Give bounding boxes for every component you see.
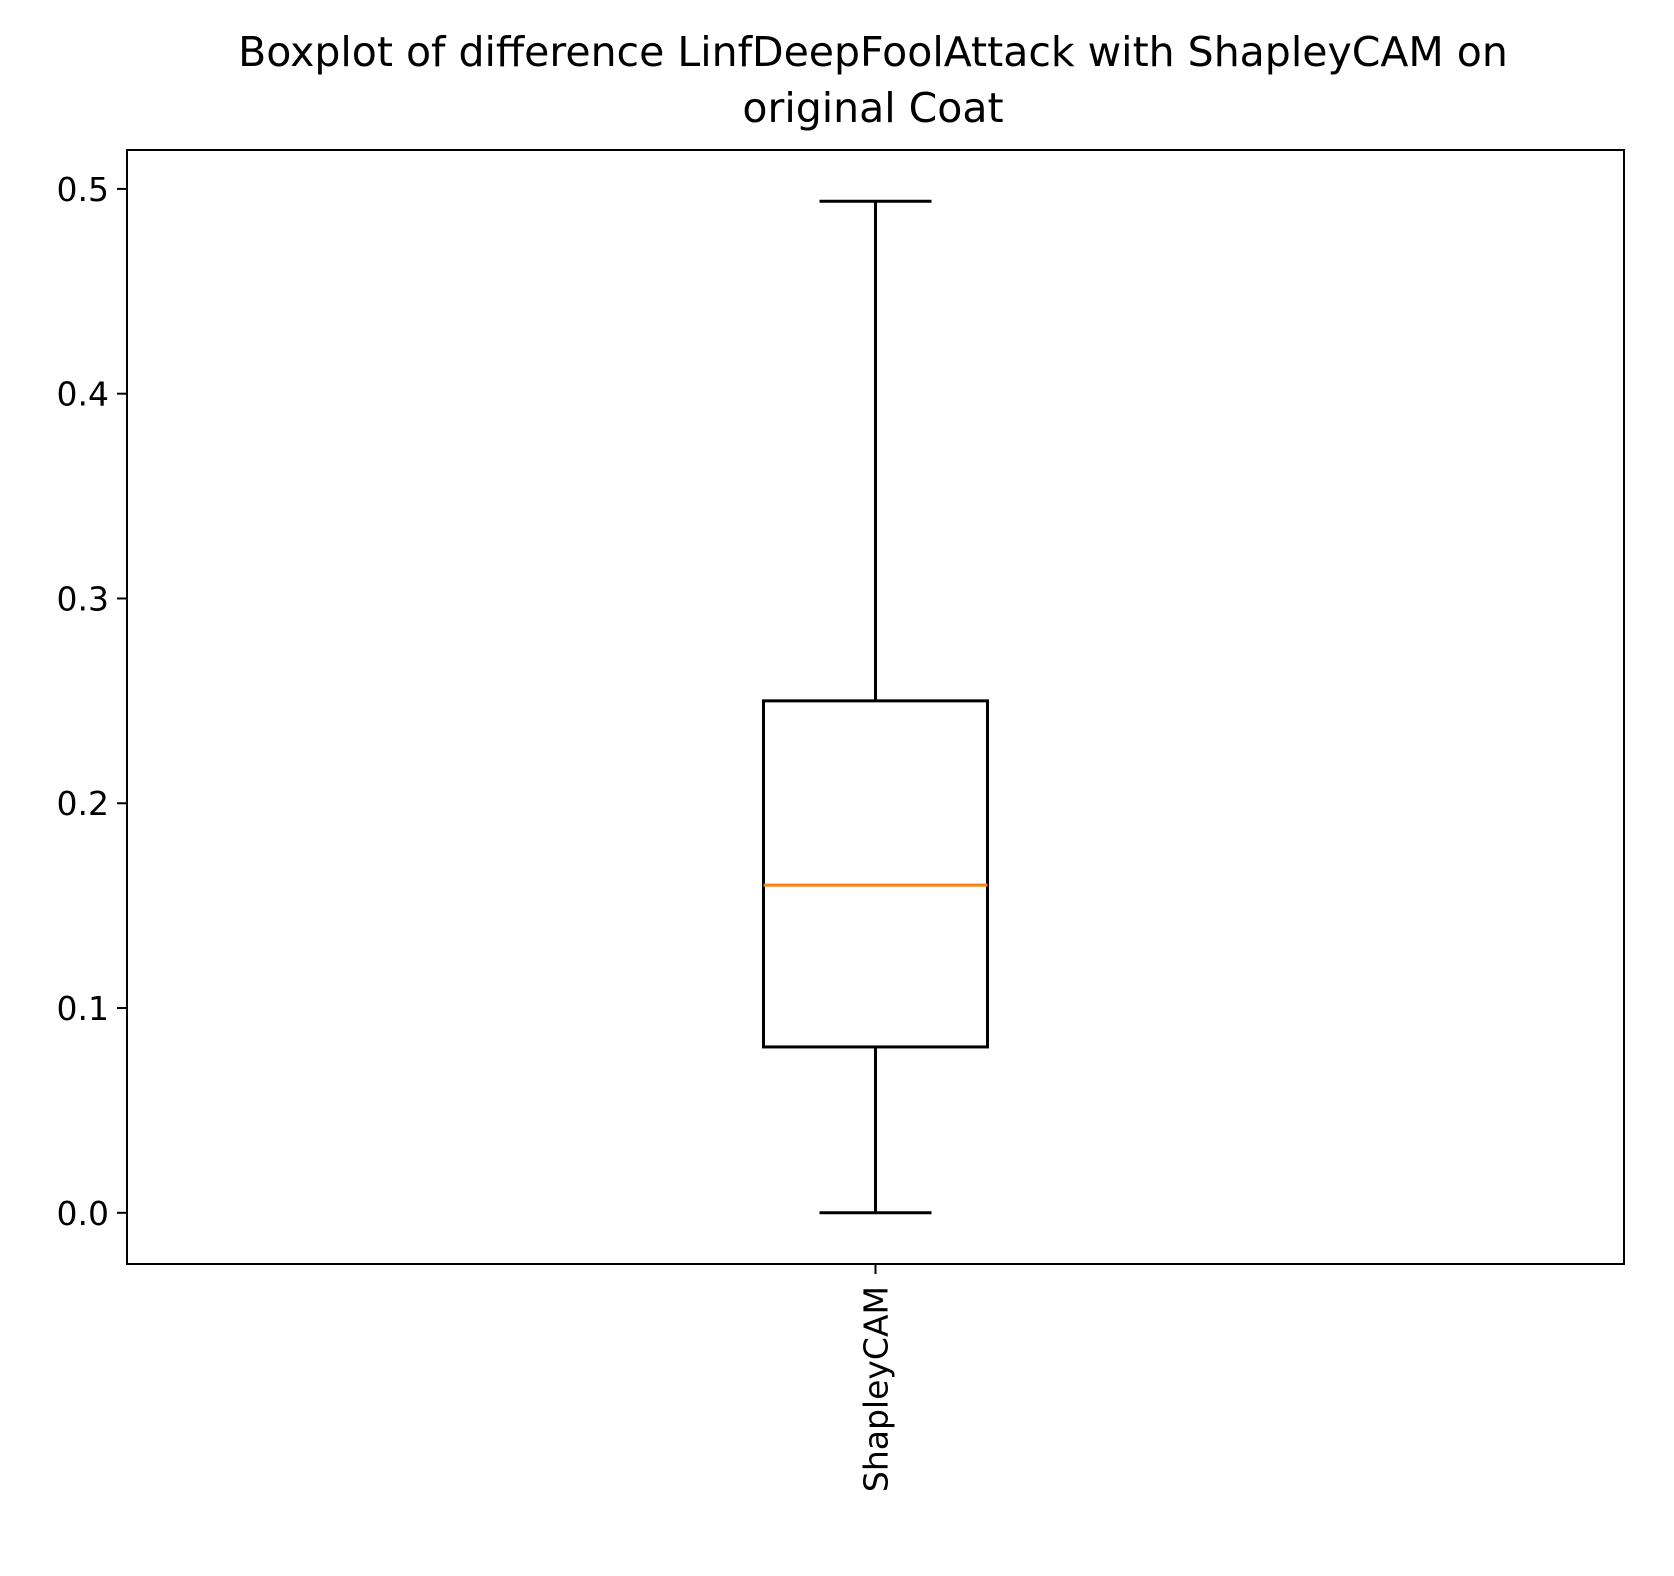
y-tick-label: 0.4	[57, 375, 109, 414]
chart-title-line-1: Boxplot of difference LinfDeepFoolAttack…	[238, 28, 1508, 76]
y-tick-label: 0.0	[57, 1194, 109, 1233]
x-tick-label: ShapleyCAM	[857, 1286, 896, 1492]
y-tick-label: 0.5	[57, 170, 109, 209]
y-axis: 0.0 0.1 0.2 0.3 0.4 0.5	[57, 170, 127, 1233]
iqr-box	[762, 699, 989, 1049]
y-tick-label: 0.3	[57, 579, 109, 618]
y-tick-label: 0.2	[57, 784, 109, 823]
axes-frame	[126, 149, 1625, 1265]
plot-area	[762, 199, 989, 1215]
x-axis: ShapleyCAM	[857, 1264, 896, 1492]
chart-title-line-2: original Coat	[742, 84, 1003, 132]
y-tick-label: 0.1	[57, 989, 109, 1028]
